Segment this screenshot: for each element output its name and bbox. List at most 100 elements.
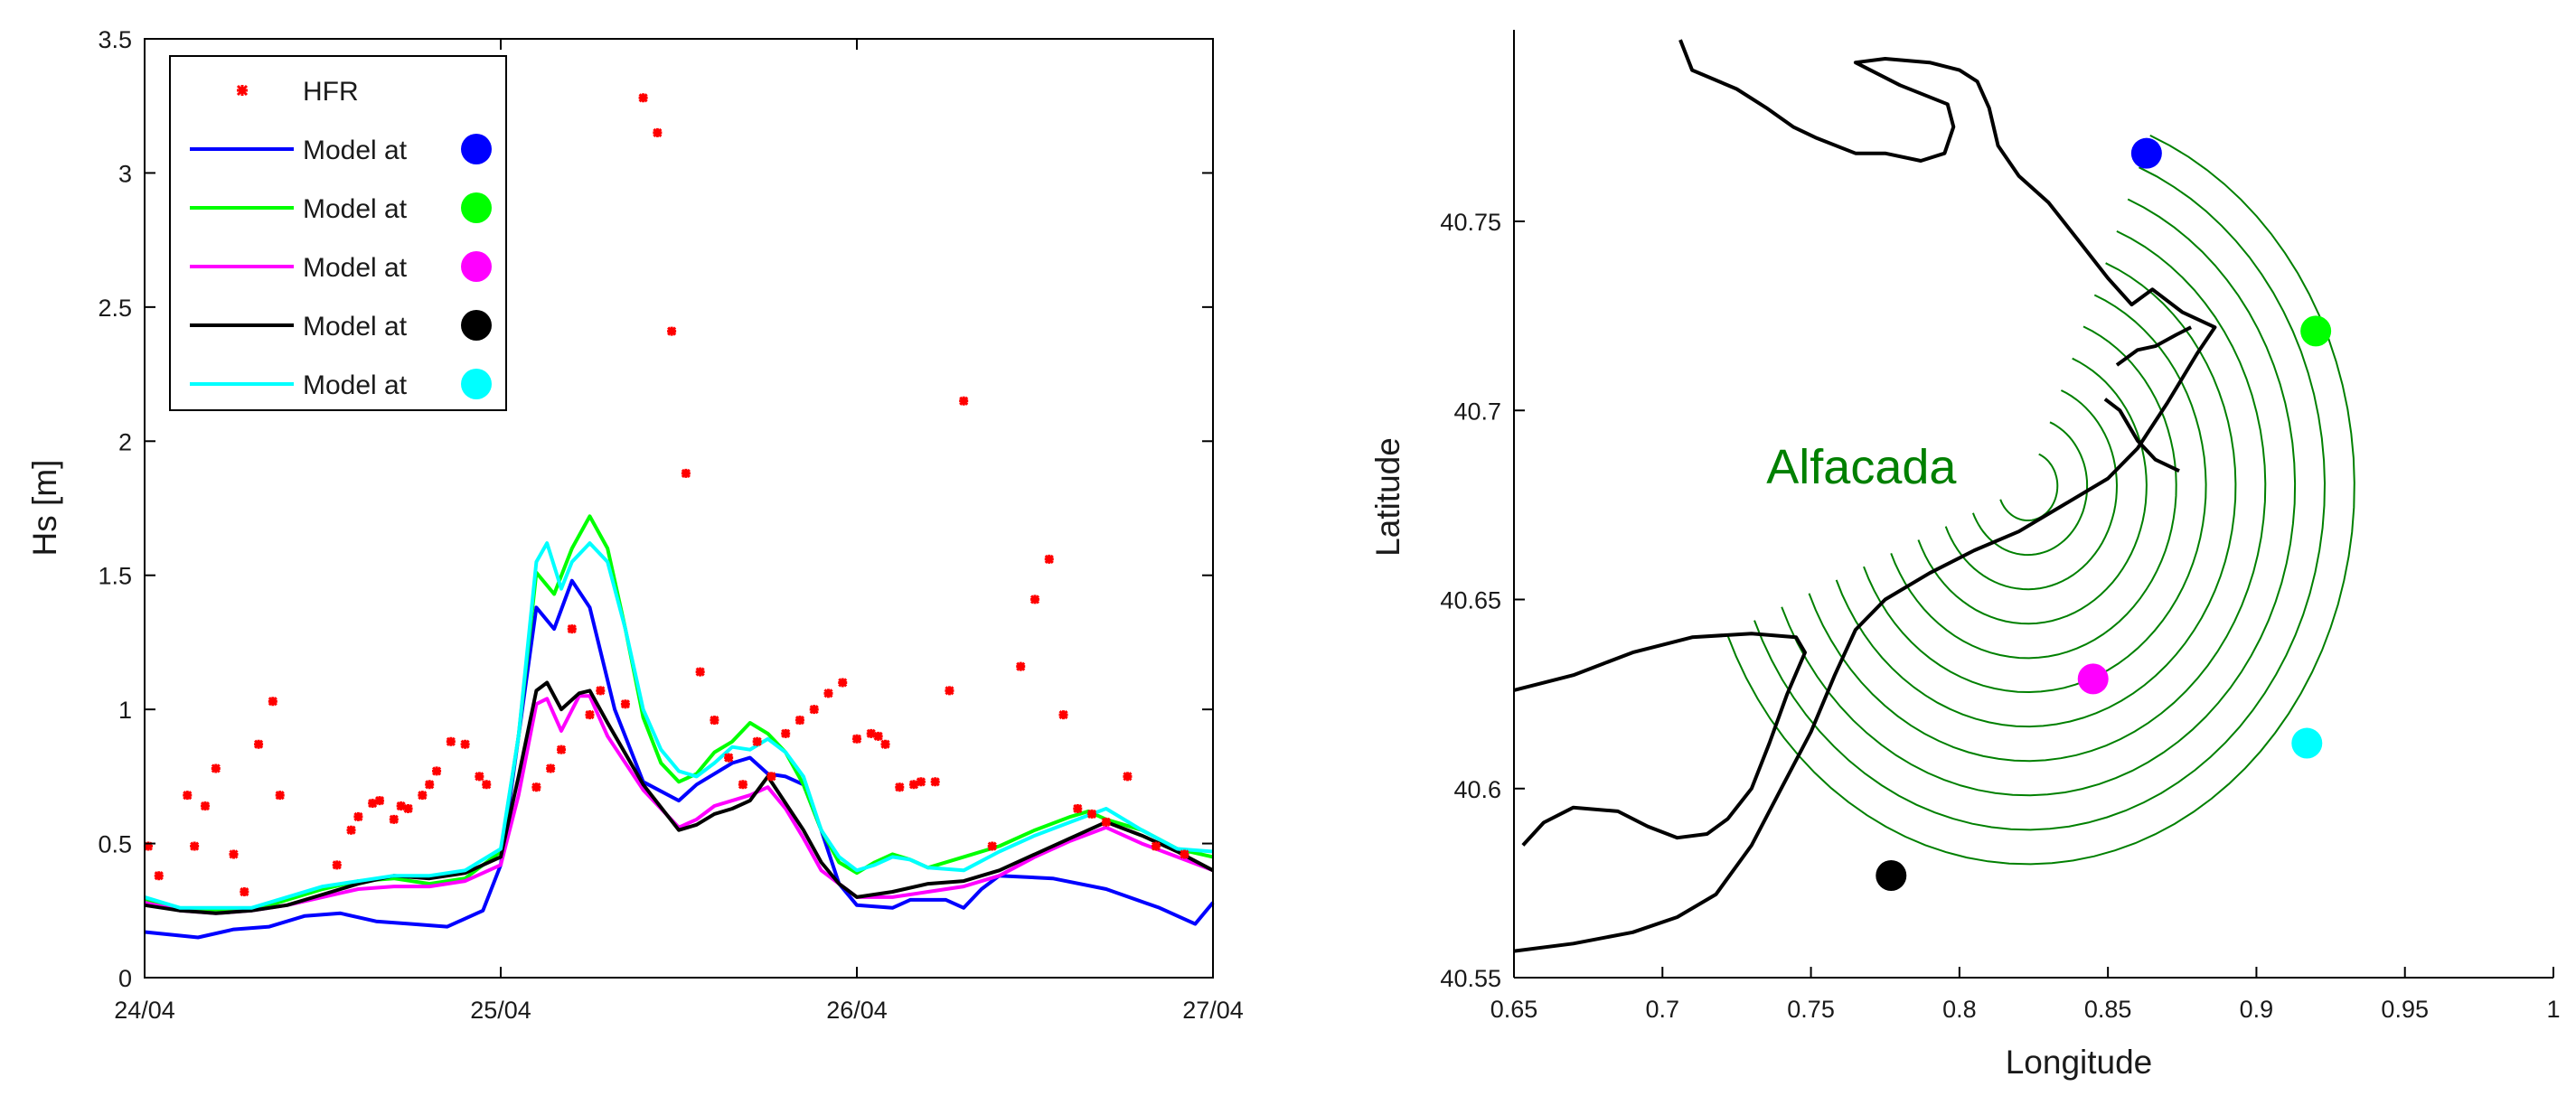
coastline — [1514, 39, 2217, 953]
hfr-point — [531, 782, 541, 792]
y-tick-label: 3 — [118, 160, 132, 187]
series-line-00ff00 — [144, 514, 1214, 913]
y-tick-label: 2 — [118, 428, 132, 455]
time-series-ylabel: Hs [m] — [26, 460, 63, 557]
hfr-point — [1073, 803, 1083, 814]
hfr-point — [695, 667, 705, 677]
legend-entry: Model at — [190, 134, 492, 165]
legend-green-dot — [461, 192, 492, 223]
hfr-point — [546, 763, 556, 773]
hfr-point — [190, 841, 200, 851]
hfr-point — [556, 745, 567, 754]
coastline — [1514, 632, 1807, 847]
legend-entry: Model at — [190, 369, 492, 400]
hfr-point — [1058, 710, 1068, 720]
hfr-point — [229, 849, 239, 859]
hfr-point — [959, 396, 969, 406]
hfr-point — [154, 871, 164, 881]
map-x-tick-label: 1 — [2546, 996, 2560, 1023]
hfr-point — [1180, 849, 1189, 859]
map-y-tick-label: 40.65 — [1440, 587, 1501, 614]
time-series-axes-box — [144, 38, 1214, 979]
hfr-point — [667, 326, 677, 336]
hfr-point — [374, 796, 385, 806]
hfr-point — [567, 624, 577, 634]
hfr-point — [460, 739, 470, 749]
hfr-point — [681, 468, 691, 478]
range-arc — [1781, 198, 2297, 797]
hfr-point — [766, 772, 776, 782]
x-tick-label: 27/04 — [1182, 997, 1244, 1024]
hfr-point — [908, 780, 919, 790]
hfr-point — [851, 734, 862, 744]
legend-label: Model at — [303, 194, 408, 224]
hfr-point — [794, 715, 805, 726]
hfr-point — [482, 780, 492, 790]
hfr-point — [368, 798, 378, 809]
station-point-cyan — [2291, 727, 2323, 759]
map-y-tick-label: 40.75 — [1440, 209, 1501, 236]
hfr-point — [200, 801, 211, 811]
legend-cyan-dot — [461, 369, 492, 399]
map-x-tick-label: 0.95 — [2381, 996, 2429, 1023]
range-arc — [1725, 135, 2355, 866]
hfr-point — [446, 736, 456, 746]
time-series-plot-layer — [143, 93, 1215, 940]
hfr-point — [240, 886, 249, 897]
region-label-alfacada: Alfacada — [1766, 440, 1957, 494]
hfr-point — [752, 736, 762, 746]
station-point-green — [2300, 315, 2332, 347]
legend-entry: Model at — [190, 251, 492, 283]
hfr-point — [585, 710, 595, 720]
hfr-point — [1151, 841, 1161, 851]
y-tick-label: 1.5 — [98, 563, 132, 590]
hfr-point — [653, 127, 663, 137]
map-panel: 0.65 0.7 0.75 0.8 0.85 0.9 0.95 1 40.55 40.6 40.65… — [1369, 30, 2561, 1081]
hfr-point — [724, 753, 734, 763]
hfr-point — [353, 811, 363, 821]
hfr-point — [823, 689, 833, 698]
hfr-point — [211, 763, 221, 773]
y-tick-label: 3.5 — [98, 26, 132, 53]
map-ticks: 0.65 0.7 0.75 0.8 0.85 0.9 0.95 1 40.55 40.6 40.65… — [1440, 209, 2560, 1023]
range-arc — [1917, 357, 2148, 625]
hfr-point — [781, 728, 791, 738]
map-x-tick-label: 0.75 — [1787, 996, 1835, 1023]
hfr-point — [873, 731, 883, 741]
hfr-point — [838, 678, 848, 688]
hfr-point — [403, 803, 413, 814]
map-plot-layer — [1514, 39, 2355, 953]
hfr-point — [183, 791, 193, 801]
hfr-point — [418, 791, 428, 801]
hfr-point — [880, 739, 890, 749]
legend-label: Model at — [303, 136, 408, 165]
legend-items: HFR Model at Model at Model at Model at Model… — [190, 77, 492, 400]
range-arc — [1944, 389, 2119, 591]
range-arc — [1753, 166, 2327, 831]
map-ylabel: Latitude — [1369, 437, 1406, 557]
coastline — [2115, 325, 2193, 367]
hfr-point — [895, 782, 905, 792]
legend-magenta-dot — [461, 251, 492, 282]
station-point-black — [1876, 860, 1907, 892]
map-x-tick-label: 0.8 — [1942, 996, 1977, 1023]
hfr-point — [475, 772, 484, 782]
map-x-tick-label: 0.7 — [1646, 996, 1680, 1023]
hfr-point — [710, 715, 719, 726]
hfr-point — [987, 841, 997, 851]
range-arc — [1971, 421, 2089, 557]
range-arc — [1808, 230, 2267, 763]
x-tick-label: 24/04 — [114, 997, 175, 1024]
series-line-0000ff — [144, 578, 1215, 940]
map-x-tick-label: 0.65 — [1490, 996, 1538, 1023]
series-line-00ffff — [144, 541, 1214, 910]
range-arc — [1999, 453, 2059, 521]
hfr-point — [1029, 595, 1040, 604]
hfr-point — [432, 766, 442, 776]
hfr-point — [268, 697, 277, 707]
legend-box — [169, 55, 507, 411]
legend-blue-dot — [461, 134, 492, 164]
hfr-point — [1044, 554, 1054, 564]
map-x-tick-label: 0.85 — [2084, 996, 2132, 1023]
